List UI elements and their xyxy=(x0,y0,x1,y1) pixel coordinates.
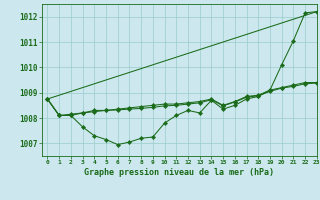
X-axis label: Graphe pression niveau de la mer (hPa): Graphe pression niveau de la mer (hPa) xyxy=(84,168,274,177)
